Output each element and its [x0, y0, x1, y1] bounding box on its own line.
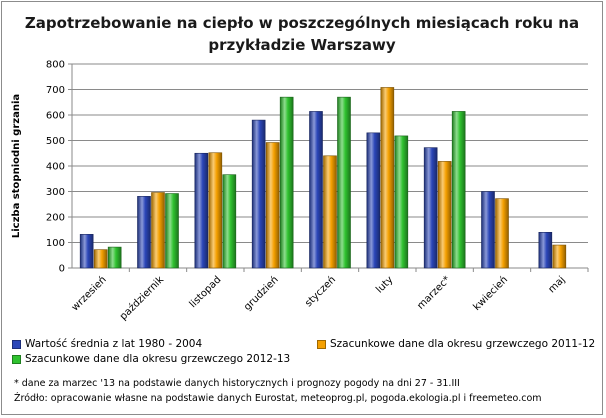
legend-label-2012-13: Szacunkowe dane dla okresu grzewczego 20…: [25, 353, 291, 365]
x-tick-label: listopad: [188, 274, 224, 310]
y-tick-label: 800: [46, 60, 65, 71]
bar-1-1: [151, 192, 165, 269]
x-tick-label: wrzesień: [69, 274, 109, 314]
bar-0-3: [251, 119, 266, 269]
bar-1-7: [495, 198, 509, 269]
x-tick-label: kwiecień: [471, 274, 510, 313]
legend-swatch-orange: [317, 339, 326, 349]
legend-label-1980-2004: Wartość średnia z lat 1980 - 2004: [25, 338, 203, 350]
bar-2-0: [107, 246, 122, 269]
bar-0-6: [423, 147, 438, 269]
bar-0-0: [79, 234, 94, 269]
bar-1-0: [93, 249, 108, 269]
bar-1-8: [552, 244, 567, 269]
y-tick-label: 300: [46, 187, 65, 198]
x-tick-label: styczeń: [303, 274, 339, 310]
bar-2-3: [279, 96, 294, 269]
bar-0-7: [481, 191, 495, 269]
bar-1-3: [265, 142, 280, 269]
source-note: Źródło: opracowanie własne na podstawie …: [14, 393, 542, 404]
y-tick-label: 400: [46, 162, 65, 173]
bar-0-2: [194, 152, 209, 269]
bar-1-5: [380, 87, 395, 269]
bar-0-1: [137, 196, 151, 269]
y-tick-label: 0: [59, 264, 65, 275]
x-tick-label: marzec*: [415, 274, 452, 311]
legend-item-1980-2004: Wartość średnia z lat 1980 - 2004: [12, 338, 202, 350]
legend-swatch-blue: [12, 339, 21, 349]
bar-2-6: [451, 111, 466, 269]
bar-0-8: [538, 232, 553, 269]
y-tick-label: 700: [46, 85, 65, 96]
bar-2-5: [394, 135, 409, 269]
x-tick-label: maj: [546, 274, 567, 295]
y-tick-label: 600: [46, 111, 65, 122]
x-tick-label: grudzień: [241, 274, 280, 313]
legend-swatch-green: [12, 354, 21, 364]
y-axis-label: Liczba stopniodni grzania: [11, 94, 22, 238]
bar-1-2: [208, 152, 223, 269]
legend-label-2011-12: Szacunkowe dane dla okresu grzewczego 20…: [330, 338, 596, 350]
y-tick-label: 100: [46, 238, 65, 249]
footnote: * dane za marzec '13 na podstawie danych…: [14, 378, 460, 389]
y-tick-label: 500: [46, 136, 65, 147]
y-tick-label: 200: [46, 213, 65, 224]
x-tick-label: październik: [117, 273, 166, 322]
x-tick-label: luty: [374, 274, 395, 295]
bar-2-2: [222, 174, 237, 269]
legend-item-2012-13: Szacunkowe dane dla okresu grzewczego 20…: [12, 353, 290, 365]
chart-title-line-2: przykładzie Warszawy: [208, 36, 396, 54]
bar-0-5: [366, 132, 381, 269]
bar-1-6: [437, 161, 452, 269]
bar-1-4: [323, 155, 337, 269]
chart-title: Zapotrzebowanie na ciepło w poszczególny…: [0, 12, 604, 56]
legend-item-2011-12: Szacunkowe dane dla okresu grzewczego 20…: [317, 338, 595, 350]
chart-title-line-1: Zapotrzebowanie na ciepło w poszczególny…: [24, 14, 580, 32]
bar-0-4: [309, 111, 323, 269]
bar-2-1: [165, 193, 179, 269]
bar-2-4: [337, 96, 351, 269]
